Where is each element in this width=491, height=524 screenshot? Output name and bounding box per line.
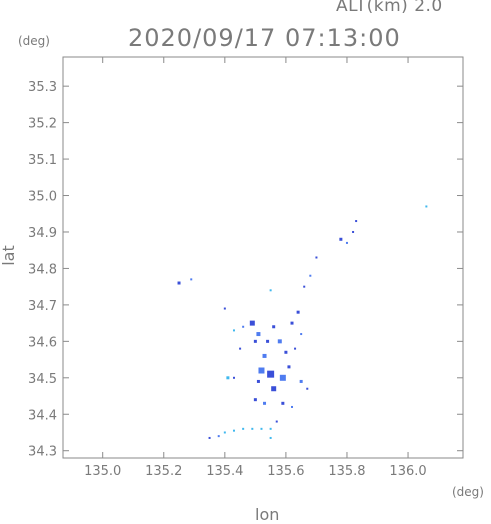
echo-point xyxy=(177,281,181,285)
echo-point xyxy=(275,420,278,423)
echo-point xyxy=(345,241,348,244)
echo-point xyxy=(339,237,343,241)
echo-point xyxy=(242,325,245,328)
x-axis-ticks: 135.0 135.2 135.4 135.6 135.8 136.0 xyxy=(84,57,427,479)
y-axis-title: lat xyxy=(0,245,18,266)
y-tick-label: 35.0 xyxy=(28,190,57,205)
echo-point xyxy=(300,333,303,336)
y-tick-label: 35.3 xyxy=(28,80,57,95)
echo-point xyxy=(262,353,267,358)
echo-point xyxy=(352,230,355,233)
echo-point xyxy=(266,339,270,343)
echo-point xyxy=(223,431,226,434)
y-axis-unit: (deg) xyxy=(18,34,50,48)
echo-point xyxy=(425,205,428,208)
x-tick-label: 135.2 xyxy=(145,464,182,479)
echo-point xyxy=(251,427,254,430)
echo-point xyxy=(256,379,260,383)
y-tick-label: 34.5 xyxy=(28,372,57,387)
echo-point xyxy=(296,310,300,314)
echo-point xyxy=(315,256,318,259)
echo-point xyxy=(303,285,306,288)
echo-point xyxy=(260,427,263,430)
echo-point xyxy=(190,278,193,281)
echo-point xyxy=(242,427,245,430)
y-tick-label: 34.8 xyxy=(28,262,57,277)
echo-point xyxy=(253,339,257,343)
echo-point xyxy=(226,376,230,380)
altitude-label: ALT(km) 2.0 xyxy=(336,0,443,16)
echo-point xyxy=(263,401,267,405)
echo-points xyxy=(177,205,428,439)
echo-point xyxy=(291,405,294,408)
echo-point xyxy=(272,325,276,329)
x-axis-title: lon xyxy=(255,505,280,524)
echo-point xyxy=(217,435,220,438)
echo-point xyxy=(355,220,358,223)
echo-point xyxy=(239,347,242,350)
echo-point xyxy=(277,339,282,344)
echo-point xyxy=(290,321,294,325)
y-tick-label: 34.9 xyxy=(28,226,57,241)
x-tick-label: 135.8 xyxy=(328,464,365,479)
echo-point xyxy=(284,350,288,354)
x-tick-label: 136.0 xyxy=(389,464,426,479)
echo-point xyxy=(306,387,309,390)
echo-point xyxy=(281,401,285,405)
x-tick-label: 135.0 xyxy=(84,464,121,479)
x-tick-label: 135.6 xyxy=(267,464,304,479)
echo-point xyxy=(309,274,312,277)
echo-point xyxy=(232,429,235,432)
echo-point xyxy=(279,374,286,381)
y-tick-label: 34.7 xyxy=(28,299,57,314)
echo-point xyxy=(232,376,235,379)
echo-point xyxy=(269,427,272,430)
plot-frame xyxy=(62,56,464,459)
echo-point xyxy=(287,365,291,369)
echo-point xyxy=(258,367,265,374)
echo-point xyxy=(208,436,211,439)
y-tick-label: 35.2 xyxy=(28,117,57,132)
chart-title: 2020/09/17 07:13:00 xyxy=(128,24,401,52)
echo-point xyxy=(256,332,261,337)
x-tick-label: 135.4 xyxy=(206,464,243,479)
y-tick-label: 34.3 xyxy=(28,445,57,460)
echo-point xyxy=(294,347,297,350)
y-tick-label: 35.1 xyxy=(28,153,57,168)
y-tick-label: 34.4 xyxy=(28,408,57,423)
y-axis-ticks: 34.3 34.4 34.5 34.6 34.7 34.8 34.9 35.0 35.1 35.2… xyxy=(28,80,463,460)
echo-point xyxy=(269,436,272,439)
echo-point xyxy=(271,386,277,392)
y-tick-label: 34.6 xyxy=(28,335,57,350)
echo-point xyxy=(267,370,275,378)
echo-point xyxy=(249,320,255,326)
echo-point xyxy=(232,329,235,332)
echo-point xyxy=(269,289,272,292)
echo-point xyxy=(223,307,226,310)
echo-point xyxy=(253,398,257,402)
x-axis-unit: (deg) xyxy=(452,485,484,499)
echo-point xyxy=(299,379,303,383)
